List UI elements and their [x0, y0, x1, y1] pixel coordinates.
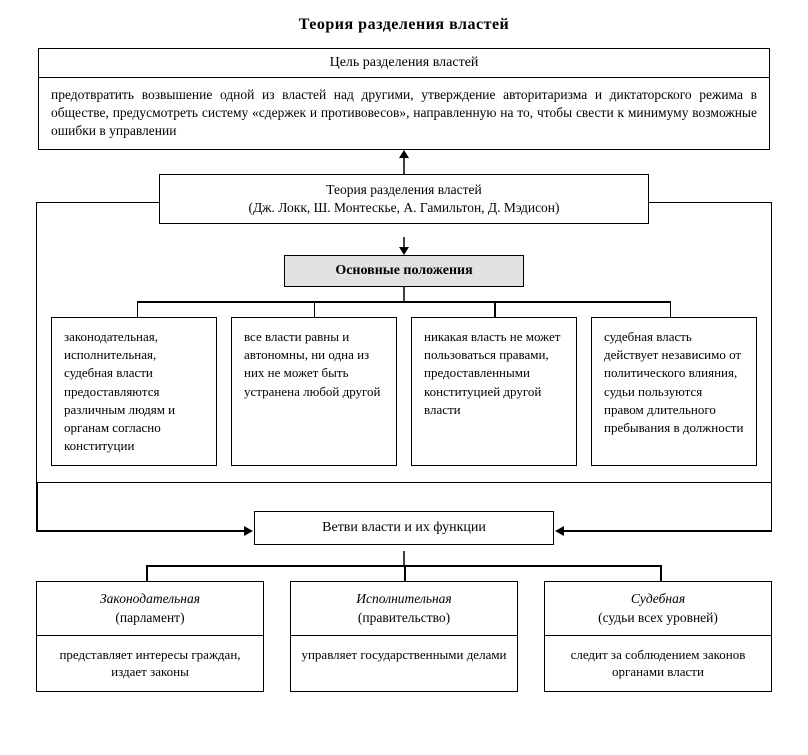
principles-distributor: [57, 301, 751, 317]
main-frame: Основные положения законодательная, испо…: [36, 202, 772, 483]
branch-name-1: Законодательная: [100, 591, 200, 606]
page-title: Теория разделения властей: [16, 16, 792, 34]
theory-line1: Теория разделения властей: [170, 181, 638, 199]
branch-sub-1: (парламент): [115, 610, 184, 625]
branches-distributor: [36, 565, 772, 581]
mid-connector: [36, 483, 772, 511]
principle-1: законодательная, исполнительная, судебна…: [51, 317, 217, 466]
goal-box: Цель разделения властей предотвратить во…: [38, 48, 770, 150]
branch-title-3: Судебная (судьи всех уровней): [545, 582, 771, 635]
goal-body: предотвратить возвышение одной из власте…: [39, 78, 769, 149]
arrow-up: [16, 150, 792, 174]
connector-down-2: [51, 287, 757, 301]
branches-row: Законодательная (парламент) представляет…: [36, 581, 772, 692]
branch-func-1: представляет интересы граждан, издает за…: [37, 636, 263, 691]
principle-4: судебная власть действует независимо от …: [591, 317, 757, 466]
branch-title-2: Исполнительная (правительство): [291, 582, 517, 635]
branch-title-1: Законодательная (парламент): [37, 582, 263, 635]
theory-line2: (Дж. Локк, Ш. Монтескье, А. Гамильтон, Д…: [170, 199, 638, 217]
branches-header: Ветви власти и их функции: [254, 511, 554, 545]
goal-header: Цель разделения властей: [39, 49, 769, 78]
principle-3: никакая власть не может пользоваться пра…: [411, 317, 577, 466]
branches-header-row: Ветви власти и их функции: [36, 511, 772, 551]
principles-row: законодательная, исполнительная, судебна…: [51, 317, 757, 466]
branch-name-3: Судебная: [631, 591, 685, 606]
principles-header: Основные положения: [284, 255, 524, 287]
branch-sub-2: (правительство): [358, 610, 450, 625]
branch-sub-3: (судьи всех уровней): [598, 610, 718, 625]
principle-2: все власти равны и автономны, ни одна из…: [231, 317, 397, 466]
branch-executive: Исполнительная (правительство) управляет…: [290, 581, 518, 692]
branch-func-3: следит за соблюдением законов органами в…: [545, 636, 771, 691]
branch-func-2: управляет государственными делами: [291, 636, 517, 674]
branch-judicial: Судебная (судьи всех уровней) следит за …: [544, 581, 772, 692]
connector-down-3: [16, 551, 792, 565]
arrow-down-1: [51, 237, 757, 255]
branch-legislative: Законодательная (парламент) представляет…: [36, 581, 264, 692]
theory-box: Теория разделения властей (Дж. Локк, Ш. …: [159, 174, 649, 224]
branch-name-2: Исполнительная: [356, 591, 451, 606]
